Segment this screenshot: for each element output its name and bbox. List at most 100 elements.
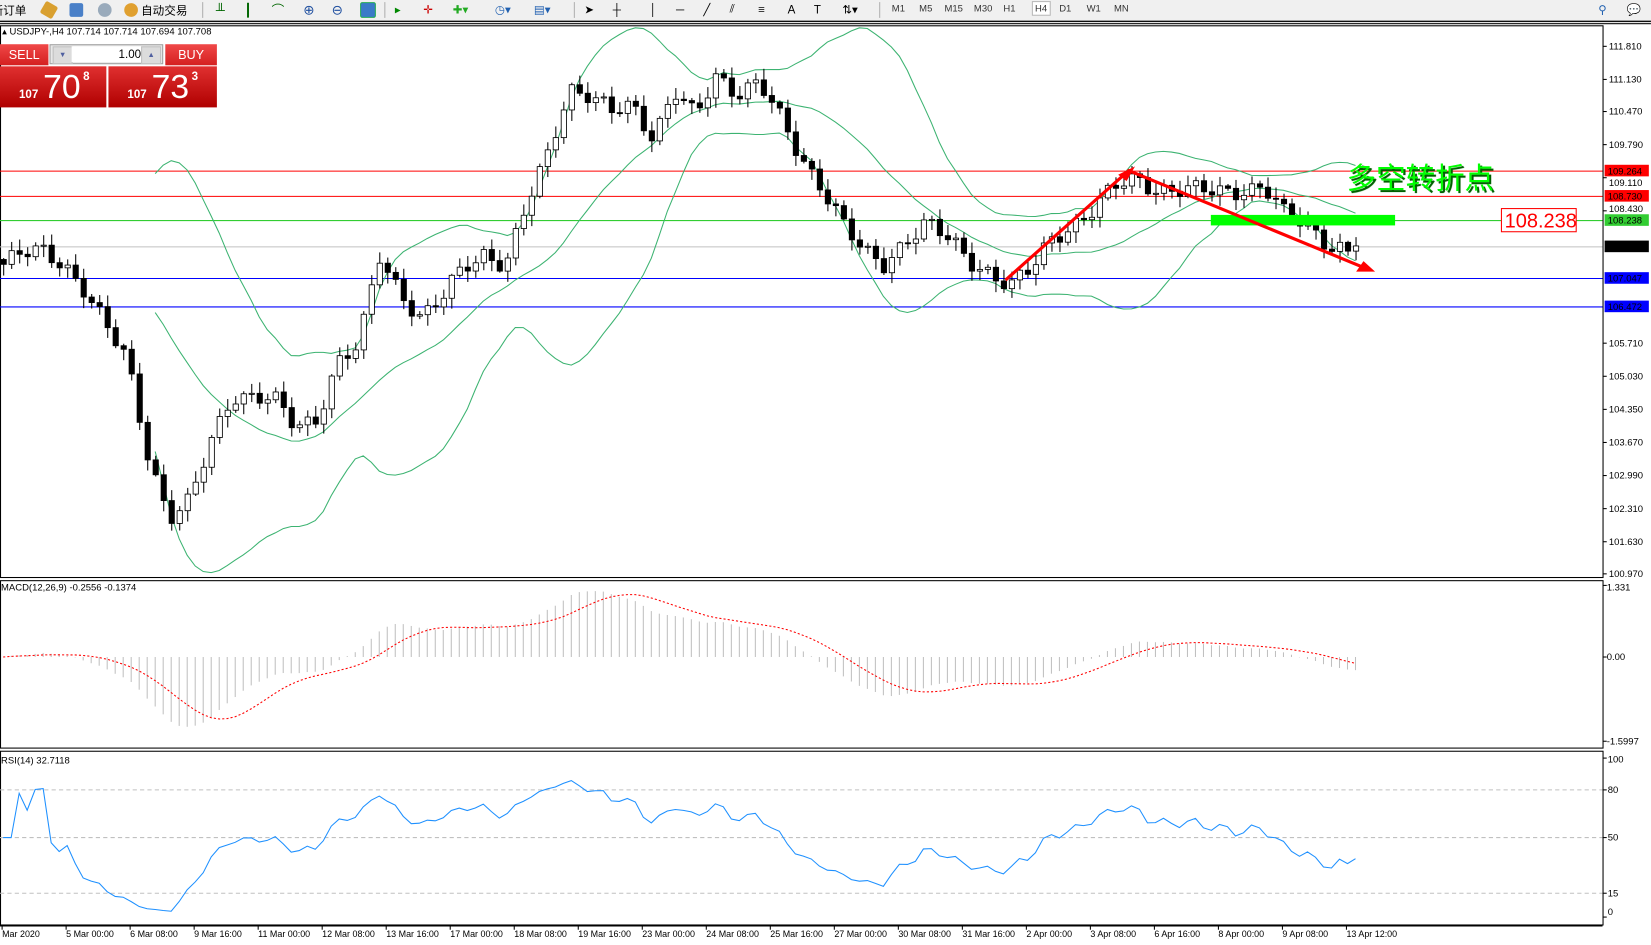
candle	[144, 415, 151, 471]
candle-body	[520, 214, 527, 229]
cursor-icon[interactable]: ➤	[584, 4, 595, 17]
timeframe-m30[interactable]: M30	[973, 3, 993, 14]
chart-shift-icon[interactable]: ▸	[394, 4, 401, 17]
candle-body	[64, 264, 71, 269]
text-label-icon[interactable]: T	[813, 3, 821, 17]
candle	[96, 295, 103, 315]
candle-body	[1112, 184, 1120, 189]
candle	[464, 256, 471, 282]
candle	[600, 92, 607, 104]
chat-icon[interactable]: 💬	[1626, 4, 1642, 17]
candle	[160, 464, 167, 512]
zoom-in-icon[interactable]: ⊕	[303, 1, 315, 18]
candle-body	[96, 302, 103, 308]
rsi-axis-label: 15	[1608, 888, 1619, 899]
indicators-icon[interactable]: ✚▾	[452, 4, 469, 17]
buy-price[interactable]: 107 73 3	[108, 66, 217, 108]
candle-body	[1008, 279, 1015, 290]
timeframe-d1[interactable]: D1	[1059, 3, 1072, 14]
timeframe-w1[interactable]: W1	[1086, 3, 1101, 14]
candle	[216, 408, 223, 444]
candle	[368, 275, 375, 324]
candle	[896, 241, 903, 266]
candle	[768, 86, 775, 114]
candle-body	[1240, 194, 1248, 201]
time-axis-label: 24 Mar 08:00	[706, 929, 759, 939]
sell-price[interactable]: 107 70 8	[0, 66, 107, 108]
text-icon[interactable]: A	[787, 3, 796, 17]
templates-icon[interactable]: ▤▾	[533, 4, 551, 17]
candle	[800, 148, 807, 164]
candle	[496, 249, 503, 273]
candle-body	[88, 296, 95, 303]
candle-body	[1040, 242, 1048, 266]
horizontal-line-icon[interactable]: ─	[675, 3, 685, 17]
candle-body	[816, 168, 823, 191]
trendline-icon[interactable]: ╱	[703, 4, 711, 17]
time-axis-label: 27 Mar 00:00	[834, 929, 887, 939]
lot-increase-button[interactable]: ▲	[141, 46, 162, 65]
candle-body	[824, 189, 831, 205]
candle	[488, 239, 495, 272]
candle-body	[32, 245, 39, 258]
candle-body	[40, 244, 47, 247]
time-axis-label: 17 Mar 00:00	[450, 929, 503, 939]
zoom-out-icon[interactable]: ⊖	[331, 1, 344, 18]
time-axis-label: 2 Apr 00:00	[1026, 929, 1072, 939]
sell-button[interactable]: SELL	[0, 44, 49, 66]
price-label-box[interactable]	[1500, 208, 1577, 233]
bar-chart-icon[interactable]: ╨	[215, 2, 225, 18]
candle	[1232, 179, 1240, 211]
candle	[736, 86, 743, 105]
candle	[552, 126, 559, 158]
timeframe-m1[interactable]: M1	[891, 3, 905, 14]
green-zone-bar[interactable]	[1210, 214, 1396, 226]
buy-button[interactable]: BUY	[165, 44, 217, 66]
timeframe-m15[interactable]: M15	[944, 3, 963, 14]
timeframe-h1[interactable]: H1	[1003, 3, 1016, 14]
periods-icon[interactable]: ◷▾	[494, 4, 511, 17]
autoscroll-icon[interactable]: ✛	[423, 4, 433, 17]
lot-decrease-button[interactable]: ▼	[52, 46, 73, 65]
candle	[560, 101, 567, 144]
tile-windows-icon[interactable]	[360, 2, 376, 18]
level-price-tag	[1604, 190, 1649, 202]
search-icon[interactable]: ⚲	[1598, 4, 1607, 17]
vertical-line-icon[interactable]: │	[649, 3, 657, 17]
candle	[248, 383, 255, 403]
line-chart-icon[interactable]: ⌒	[271, 3, 285, 18]
candle	[1088, 206, 1096, 229]
data-window-icon[interactable]	[69, 2, 84, 18]
fibonacci-icon[interactable]: ≡	[758, 3, 765, 17]
timeframe-m5[interactable]: M5	[919, 3, 933, 14]
crosshair-icon[interactable]: ┼	[612, 3, 621, 17]
candle-body	[584, 92, 591, 104]
collapse-icon[interactable]: ▴	[2, 26, 10, 37]
candle-body	[208, 437, 215, 468]
candle-body	[312, 416, 319, 425]
candle	[656, 115, 663, 146]
navigator-icon[interactable]	[97, 2, 112, 18]
lot-size-input[interactable]	[71, 46, 144, 63]
price-label-text: 108.238	[1505, 211, 1577, 233]
arrows-icon[interactable]: ⇅▾	[842, 4, 858, 17]
candle-body	[360, 313, 367, 351]
candle	[432, 294, 439, 314]
auto-trading-button[interactable]: 自动交易	[124, 2, 187, 18]
timeframe-mn[interactable]: MN	[1113, 3, 1129, 14]
candle	[792, 120, 799, 166]
candle-body	[744, 82, 751, 100]
candle	[728, 67, 735, 108]
timeframe-h4[interactable]: H4	[1031, 1, 1051, 16]
candle-body	[448, 274, 455, 299]
candle-body	[872, 245, 879, 260]
rsi-line	[3, 780, 1356, 912]
candle	[888, 248, 895, 284]
equidistant-channel-icon[interactable]: ⫽	[729, 3, 735, 16]
time-axis-label: 9 Mar 16:00	[194, 929, 242, 939]
candle	[192, 471, 199, 497]
new-order-button[interactable]: 新订单	[0, 2, 26, 18]
candle-body	[768, 95, 775, 103]
candlestick-icon[interactable]: ┃	[244, 2, 252, 18]
